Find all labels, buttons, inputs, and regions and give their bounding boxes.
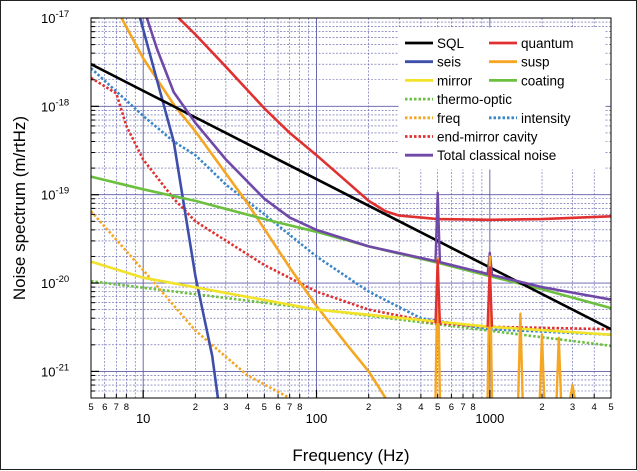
- x-minor-tick-label: 6: [449, 402, 454, 413]
- x-minor-tick-label: 3: [397, 402, 402, 413]
- y-axis-title: Noise spectrum (m/rtHz): [10, 116, 29, 300]
- x-minor-tick-label: 5: [608, 402, 613, 413]
- peak-susp: [517, 312, 524, 398]
- x-minor-tick-label: 2: [539, 402, 544, 413]
- y-tick-label: 10-17: [41, 9, 69, 26]
- legend-label: coating: [521, 73, 565, 88]
- peak-total-classical-noise: [486, 251, 494, 275]
- legend-label: quantum: [521, 36, 574, 51]
- legend-label: intensity: [521, 111, 571, 126]
- x-minor-tick-label: 7: [460, 402, 465, 413]
- x-minor-tick-label: 2: [366, 402, 371, 413]
- peak-end-mirror-cavity: [434, 259, 442, 324]
- legend-label: end-mirror cavity: [437, 130, 538, 145]
- x-minor-tick-label: 3: [223, 402, 228, 413]
- series-end-mirror-cavity: [91, 76, 611, 331]
- x-minor-tick-label: 8: [297, 402, 302, 413]
- series-group: [91, 18, 611, 398]
- peak-susp: [486, 255, 494, 398]
- legend-label: freq: [437, 111, 460, 126]
- legend-label: SQL: [437, 36, 465, 51]
- series-seis: [138, 18, 220, 398]
- y-tick-label: 10-20: [41, 274, 69, 291]
- x-minor-tick-label: 8: [470, 402, 475, 413]
- peak-total-classical-noise: [434, 191, 442, 262]
- x-minor-tick-label: 8: [124, 402, 129, 413]
- peak-end-mirror-cavity: [486, 266, 494, 327]
- x-minor-tick-label: 4: [592, 402, 597, 413]
- y-tick-label: 10-21: [41, 362, 69, 379]
- series-freq: [91, 210, 291, 398]
- x-major-tick-label: 1000: [475, 411, 504, 426]
- legend-label: susp: [521, 55, 550, 70]
- peak-susp: [569, 383, 576, 398]
- peak-susp: [555, 336, 563, 398]
- series-mirror: [91, 260, 611, 337]
- y-tick-label: 10-18: [41, 97, 69, 114]
- legend-box: [398, 27, 606, 170]
- x-major-tick-label: 10: [136, 411, 150, 426]
- legend-label: mirror: [437, 73, 473, 88]
- x-minor-tick-label: 7: [114, 402, 119, 413]
- legend: SQL quantum seis susp mirror coating thermo-op…: [398, 27, 606, 170]
- ticks: 5 6 7 8 2 3 4 5 6 7 8 2 3 4 5 6 7 8 2 3 4 510 100 100010-1710-1…: [41, 9, 614, 426]
- x-axis-title: Frequency (Hz): [292, 446, 409, 465]
- x-minor-tick-label: 6: [275, 402, 280, 413]
- series-sql: [91, 62, 611, 331]
- x-minor-tick-label: 6: [102, 402, 107, 413]
- legend-label: Total classical noise: [437, 148, 556, 163]
- x-minor-tick-label: 5: [262, 402, 267, 413]
- legend-label: seis: [437, 55, 461, 70]
- x-major-tick-label: 100: [306, 411, 328, 426]
- x-minor-tick-label: 4: [418, 402, 423, 413]
- legend-label: thermo-optic: [437, 92, 512, 107]
- peak-susp: [538, 333, 546, 398]
- y-tick-label: 10-19: [41, 186, 69, 203]
- x-minor-tick-label: 4: [245, 402, 250, 413]
- x-minor-tick-label: 5: [88, 402, 93, 413]
- x-minor-tick-label: 3: [570, 402, 575, 413]
- series-quantum: [177, 18, 611, 222]
- x-minor-tick-label: 5: [435, 402, 440, 413]
- peak-susp: [434, 257, 442, 398]
- x-minor-tick-label: 2: [193, 402, 198, 413]
- x-minor-tick-label: 7: [287, 402, 292, 413]
